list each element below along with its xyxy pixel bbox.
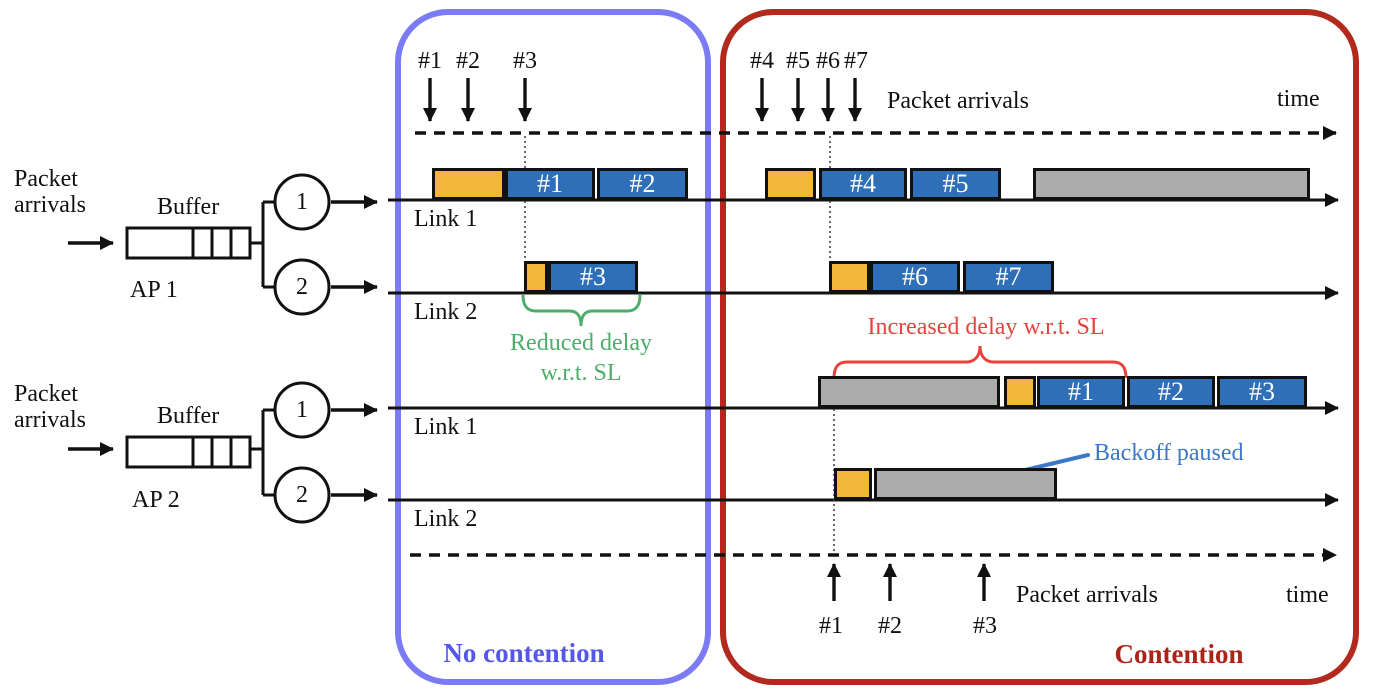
contention-caption: Contention	[1114, 639, 1244, 669]
increased-delay-annotation: Increased delay w.r.t. SL	[867, 314, 1105, 340]
busy-period-block	[874, 468, 1057, 500]
packet-block: #4	[819, 168, 907, 200]
arrival-label: #5	[786, 48, 810, 74]
brace-increased-delay	[832, 345, 1128, 379]
ap1-port2-number: 2	[296, 274, 308, 300]
port-circle-ap1-1	[273, 173, 331, 231]
arrival-label: #4	[750, 48, 774, 74]
arrival-label: #7	[844, 48, 868, 74]
packet-block: #2	[1127, 376, 1215, 408]
ap1-link2-label: Link 2	[414, 299, 478, 325]
reduced-delay-annotation-line1: Reduced delay	[510, 330, 652, 356]
packet-block: #3	[1217, 376, 1307, 408]
arrival-label: #6	[816, 48, 840, 74]
buffer-slot-dividers-ap2	[191, 437, 233, 467]
ap1-caption: AP 1	[130, 277, 178, 303]
arrival-label: #2	[878, 613, 902, 639]
backoff-paused-annotation: Backoff paused	[1094, 440, 1244, 466]
arrival-label: #1	[418, 48, 442, 74]
buffer-slot-dividers-ap1	[191, 228, 233, 258]
splitter-ap2	[250, 408, 275, 497]
packet-block: #3	[548, 261, 638, 293]
ap2-buffer-label: Buffer	[157, 403, 220, 429]
ap2-port2-number: 2	[296, 482, 308, 508]
packet-block: #2	[597, 168, 688, 200]
port-circle-ap1-2	[273, 258, 331, 316]
backoff-block	[1004, 376, 1036, 408]
top-axis-time-label: time	[1277, 86, 1320, 112]
ap2-caption: AP 2	[132, 487, 180, 513]
bottom-axis-title: Packet arrivals	[1016, 582, 1158, 608]
top-axis-title: Packet arrivals	[887, 88, 1029, 114]
backoff-block	[829, 261, 870, 293]
backoff-block	[765, 168, 816, 200]
packet-block: #1	[505, 168, 595, 200]
arrival-label: #3	[973, 613, 997, 639]
ap2-port1-number: 1	[296, 397, 308, 423]
brace-reduced-delay	[521, 294, 642, 327]
port-circle-ap2-2	[273, 466, 331, 524]
ap1-buffer-label: Buffer	[157, 194, 220, 220]
no-contention-region-box	[395, 9, 711, 685]
arrival-label: #1	[819, 613, 843, 639]
busy-period-block	[818, 376, 1000, 408]
ap1-input-label: Packet arrivals	[14, 166, 86, 219]
busy-period-block	[1033, 168, 1310, 200]
reduced-delay-annotation-line2: w.r.t. SL	[540, 360, 622, 386]
port-circle-ap2-1	[273, 381, 331, 439]
ap2-link1-label: Link 1	[414, 414, 478, 440]
packet-block: #5	[910, 168, 1001, 200]
bottom-axis-time-label: time	[1286, 582, 1329, 608]
no-contention-caption: No contention	[443, 638, 605, 668]
splitter-ap1	[250, 200, 275, 289]
ap1-port1-number: 1	[296, 189, 308, 215]
ap2-input-label: Packet arrivals	[14, 381, 86, 434]
packet-block: #7	[963, 261, 1054, 293]
arrival-label: #2	[456, 48, 480, 74]
packet-block: #1	[1037, 376, 1125, 408]
backoff-block	[432, 168, 505, 200]
ap2-link2-label: Link 2	[414, 506, 478, 532]
arrival-label: #3	[513, 48, 537, 74]
backoff-block	[834, 468, 872, 500]
contention-region-box	[720, 9, 1359, 685]
ap1-link1-label: Link 1	[414, 206, 478, 232]
packet-block: #6	[870, 261, 960, 293]
backoff-block	[524, 261, 548, 293]
